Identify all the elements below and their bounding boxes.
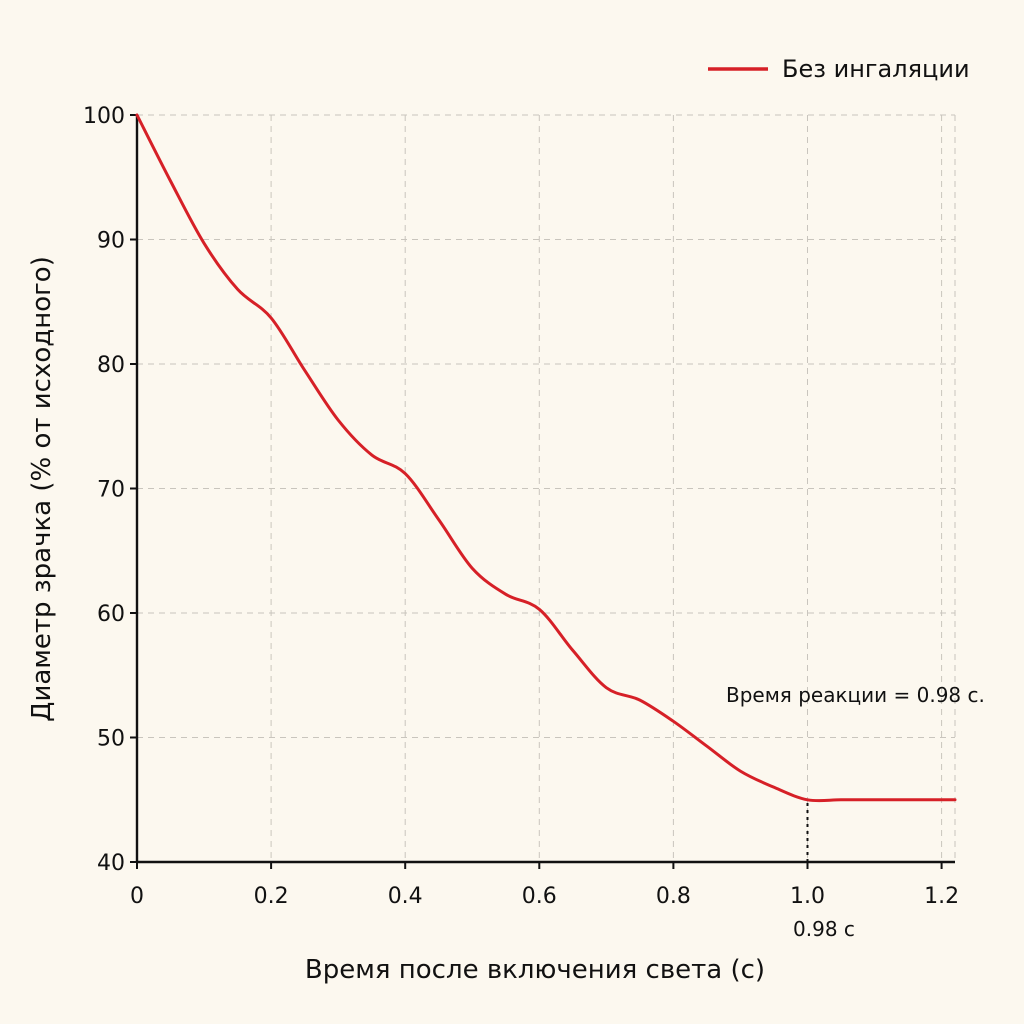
y-tick-label: 80 xyxy=(97,353,125,378)
y-axis-title: Диаметр зрачка (% от исходного) xyxy=(27,256,57,722)
x-tick-label: 0.4 xyxy=(388,884,423,909)
tick-labels: 0 0.2 0.4 0.6 0.8 1.0 1.2 40 50 60 70 80 90 100 xyxy=(83,104,959,909)
x-tick-label: 0.8 xyxy=(656,884,691,909)
legend-label: Без ингаляции xyxy=(782,55,970,83)
reaction-time-annotation: Время реакции = 0.98 с. xyxy=(726,683,985,707)
series-line xyxy=(135,113,957,803)
x-tick-label: 1.2 xyxy=(924,884,959,909)
y-tick-label: 100 xyxy=(83,104,125,129)
y-tick-label: 50 xyxy=(97,727,125,752)
y-tick-label: 60 xyxy=(97,602,125,627)
x-tick-label: 0 xyxy=(130,884,144,909)
legend: Без ингаляции xyxy=(708,55,970,83)
series-layer xyxy=(135,113,957,862)
y-tick-label: 40 xyxy=(97,851,125,876)
grid-lines xyxy=(137,114,956,862)
x-axis-title: Время после включения света (с) xyxy=(305,955,765,985)
y-tick-label: 70 xyxy=(97,478,125,503)
x-tick-label: 0.2 xyxy=(254,884,289,909)
x-tick-label: 1.0 xyxy=(790,884,825,909)
y-tick-label: 90 xyxy=(97,229,125,254)
axes xyxy=(130,114,955,869)
x-tick-label: 0.6 xyxy=(522,884,557,909)
reaction-time-x-annotation: 0.98 с xyxy=(793,917,855,941)
